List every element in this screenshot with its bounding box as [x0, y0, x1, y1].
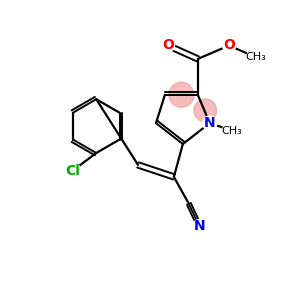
Circle shape — [193, 220, 206, 233]
Circle shape — [223, 121, 242, 140]
Text: N: N — [194, 219, 205, 233]
Circle shape — [247, 48, 266, 67]
Circle shape — [223, 39, 236, 52]
Text: CH₃: CH₃ — [222, 126, 242, 136]
Text: Cl: Cl — [65, 164, 80, 178]
Text: O: O — [162, 38, 174, 52]
Text: N: N — [204, 116, 215, 130]
Circle shape — [202, 116, 217, 130]
Text: O: O — [223, 38, 235, 52]
Circle shape — [64, 163, 81, 179]
Circle shape — [194, 99, 217, 122]
Text: CH₃: CH₃ — [246, 52, 266, 62]
Circle shape — [169, 82, 194, 107]
Circle shape — [161, 39, 175, 52]
